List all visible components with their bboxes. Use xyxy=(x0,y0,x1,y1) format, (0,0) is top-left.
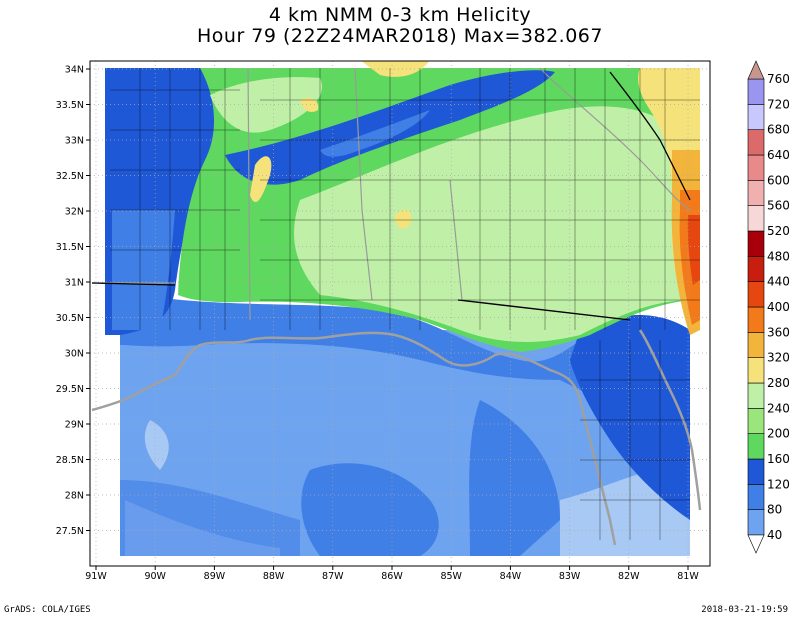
colorbar-label: 600 xyxy=(767,173,790,187)
colorbar-label: 200 xyxy=(767,427,790,441)
colorbar-box xyxy=(747,180,765,206)
colorbar-bottom-arrow xyxy=(747,534,765,554)
lon-label: 90W xyxy=(144,571,166,582)
lat-label: 30.5N xyxy=(56,313,84,324)
lon-label: 91W xyxy=(85,571,107,582)
lon-label: 86W xyxy=(381,571,403,582)
colorbar-label: 80 xyxy=(767,503,782,517)
colorbar: 40 80 120 160 200 240 280 320 360 400 440 480 520 560… xyxy=(747,60,790,554)
colorbar-box xyxy=(747,306,765,333)
colorbar-label: 640 xyxy=(767,148,790,162)
colorbar-box xyxy=(747,104,765,130)
colorbar-label: 120 xyxy=(767,477,790,491)
lat-label: 34N xyxy=(65,65,84,76)
map-fill xyxy=(90,61,710,566)
lat-label: 28.5N xyxy=(56,455,84,466)
colorbar-box xyxy=(747,408,765,434)
colorbar-box xyxy=(747,205,765,232)
colorbar-box xyxy=(747,154,765,181)
colorbar-label: 560 xyxy=(767,199,790,213)
graticule xyxy=(90,61,710,566)
colorbar-label: 360 xyxy=(767,325,790,339)
colorbar-label: 400 xyxy=(767,300,790,314)
lat-label: 33N xyxy=(65,136,84,147)
colorbar-label: 760 xyxy=(767,72,790,86)
lat-label: 32.5N xyxy=(56,171,84,182)
colorbar-box xyxy=(747,484,765,510)
lat-label: 29.5N xyxy=(56,384,84,395)
colorbar-label: 440 xyxy=(767,275,790,289)
lat-label: 28N xyxy=(65,491,84,502)
longitude-axis: 91W 90W 89W 88W 87W 86W 85W 84W 83W 82W 81W xyxy=(85,566,699,582)
colorbar-box xyxy=(747,256,765,282)
colorbar-box xyxy=(747,357,765,384)
lat-label: 32N xyxy=(65,207,84,218)
lon-label: 87W xyxy=(322,571,344,582)
lat-label: 31.5N xyxy=(56,242,84,253)
lon-label: 84W xyxy=(500,571,522,582)
lat-label: 33.5N xyxy=(56,100,84,111)
colorbar-label: 280 xyxy=(767,376,790,390)
footer-credit: GrADS: COLA/IGES xyxy=(4,605,91,615)
lat-label: 31N xyxy=(65,278,84,289)
lat-label: 27.5N xyxy=(56,526,84,537)
colorbar-label: 520 xyxy=(767,224,790,238)
lat-label: 29N xyxy=(65,420,84,431)
colorbar-label: 720 xyxy=(767,97,790,111)
lon-label: 81W xyxy=(677,571,699,582)
lon-label: 85W xyxy=(440,571,462,582)
colorbar-label: 40 xyxy=(767,528,782,542)
county-borders xyxy=(110,68,700,540)
lon-label: 83W xyxy=(559,571,581,582)
colorbar-box xyxy=(747,230,765,257)
colorbar-label: 680 xyxy=(767,123,790,137)
lon-label: 88W xyxy=(263,571,285,582)
colorbar-top-arrow xyxy=(747,60,765,80)
map-frame xyxy=(89,60,711,567)
colorbar-box xyxy=(747,458,765,485)
lat-label: 30N xyxy=(65,349,84,360)
colorbar-box xyxy=(747,332,765,358)
lon-label: 89W xyxy=(204,571,226,582)
colorbar-label: 160 xyxy=(767,452,790,466)
map-title: 4 km NMM 0-3 km Helicity xyxy=(268,4,532,26)
footer-timestamp: 2018-03-21-19:59 xyxy=(701,605,788,615)
colorbar-box xyxy=(747,281,765,308)
colorbar-box xyxy=(747,509,765,536)
coastline xyxy=(91,329,702,546)
colorbar-box xyxy=(747,382,765,409)
latitude-axis: 34N 33.5N 33N 32.5N 32N 31.5N 31N 30.5N 30N 29.5N… xyxy=(56,65,90,537)
colorbar-box xyxy=(747,433,765,460)
map-subtitle: Hour 79 (22Z24MAR2018) Max=382.067 xyxy=(197,25,603,47)
colorbar-label: 320 xyxy=(767,351,790,365)
colorbar-label: 480 xyxy=(767,249,790,263)
colorbar-box xyxy=(747,129,765,156)
colorbar-box xyxy=(747,78,765,105)
lon-label: 82W xyxy=(618,571,640,582)
colorbar-label: 240 xyxy=(767,401,790,415)
